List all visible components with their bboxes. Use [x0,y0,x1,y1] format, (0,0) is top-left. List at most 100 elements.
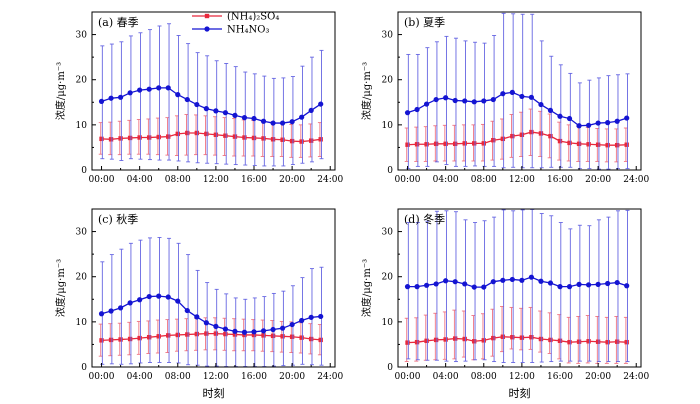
data-point [99,136,104,142]
data-point [156,85,162,91]
data-point [614,142,620,148]
data-point [414,284,420,290]
data-point [519,132,525,137]
data-point [204,331,209,336]
data-point [137,135,142,140]
data-point [156,134,161,140]
data-point [576,281,582,287]
data-point [308,138,314,143]
data-point [624,115,630,121]
data-point [184,96,190,103]
data-point [490,96,496,103]
legend-circle-marker [204,26,210,32]
x-tick-label: 24:00 [623,175,649,185]
y-tick-label: 10 [382,318,394,328]
data-point [500,334,506,339]
data-point [557,138,563,144]
x-tick-label: 24:00 [623,372,649,382]
data-point [261,333,266,338]
data-point [156,334,161,339]
data-point [137,335,142,341]
y-tick-label: 10 [382,121,394,131]
y-tick-label: 0 [387,363,393,373]
data-point [528,94,535,100]
data-point [452,336,458,341]
data-point [433,281,439,287]
data-point [146,335,152,340]
data-point [462,141,467,146]
data-point [471,284,477,290]
data-point [223,133,228,138]
data-point [509,89,515,95]
data-point [557,338,563,344]
data-point [433,96,439,103]
data-point [595,281,601,287]
plot-frame [397,208,642,368]
data-point [481,284,487,290]
x-tick-label: 04:00 [433,175,459,185]
data-point [462,336,467,342]
x-tick-label: 20:00 [279,372,305,382]
data-point [165,85,171,91]
data-point [576,123,582,129]
data-point [585,122,592,128]
x-tick-label: 08:00 [165,175,191,185]
data-point [232,134,238,139]
data-point [472,141,477,146]
y-tick-label: 0 [387,166,393,176]
data-point [222,326,229,332]
y-tick-label: 30 [382,228,394,238]
data-point [270,326,276,333]
data-point [251,115,257,122]
data-point [261,136,266,141]
legend: (NH₄)₂SO₄ NH₄NO₃ [192,12,279,36]
data-point [423,282,430,288]
data-point [308,107,314,114]
panel-winter: 0 10 20 30 00:00 04:00 08:00 12:00 16:00 20:00 24:… [360,208,649,400]
data-point [538,278,544,284]
data-point [490,279,496,285]
data-point [251,332,257,338]
series-ammonium-sulfate [98,317,323,357]
data-point [576,141,582,147]
data-point [585,282,592,288]
data-point [586,339,591,344]
plot-frame [397,11,642,171]
x-tick-label: 08:00 [165,372,191,382]
series-line [407,276,627,288]
data-point [500,277,506,283]
data-point [118,136,123,141]
data-point [108,337,114,343]
data-point [452,141,458,147]
data-point [270,120,276,126]
x-tick-label: 12:00 [509,372,535,382]
data-point [213,132,219,137]
data-point [146,86,152,92]
y-axis-label: 浓度/μg·m⁻³ [360,259,373,317]
data-point [318,337,323,343]
data-point [624,339,629,345]
x-tick-label: 16:00 [241,372,267,382]
data-point [242,332,247,338]
legend-entry-ammonium-sulfate: (NH₄)₂SO₄ [192,12,279,23]
data-point [184,307,190,314]
panel-summer: 0 10 20 30 00:00 04:00 08:00 12:00 16:00 20:00 24:… [360,11,649,185]
data-point [108,308,114,314]
data-point [443,141,448,147]
data-point [567,339,572,345]
data-point [222,110,229,116]
data-point [566,115,573,122]
data-point [576,339,582,344]
data-point [156,293,162,299]
data-point [251,135,257,141]
data-point [519,335,525,340]
panel-title: (a) 春季 [98,16,139,29]
data-point [117,94,124,100]
data-point [165,294,171,300]
series-ammonium-nitrate [98,236,324,367]
data-point [289,138,295,144]
data-point [614,279,620,286]
data-point [213,323,219,329]
data-point [232,332,238,337]
series-line [101,132,321,143]
